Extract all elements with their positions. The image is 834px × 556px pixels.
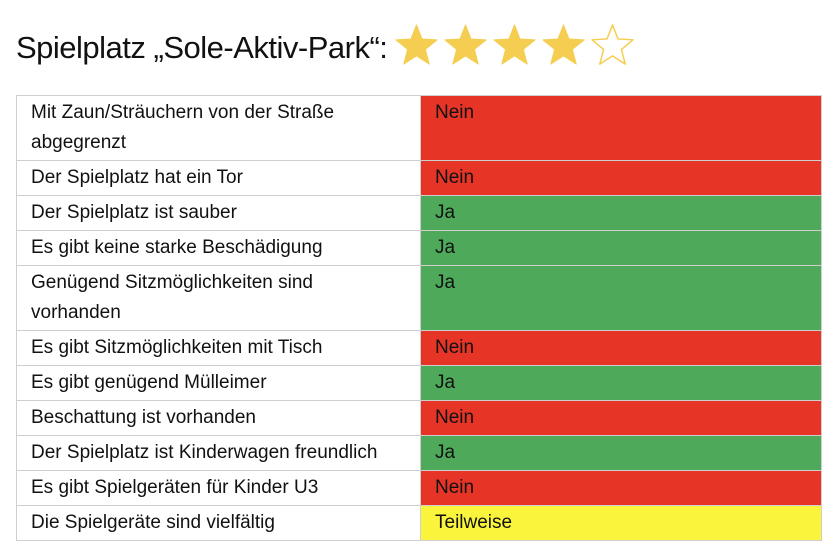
table-row: Mit Zaun/Sträuchern von der Straße abgeg… <box>16 95 822 161</box>
table-row: Es gibt genügend Mülleimer Ja <box>16 365 822 401</box>
star-filled-icon <box>491 22 540 74</box>
table-row: Der Spielplatz hat ein Tor Nein <box>16 160 822 196</box>
question-cell: Beschattung ist vorhanden <box>16 400 421 436</box>
table-row: Der Spielplatz ist Kinderwagen freundlic… <box>16 435 822 471</box>
answer-cell: Teilweise <box>420 505 822 541</box>
question-cell: Es gibt genügend Mülleimer <box>16 365 421 401</box>
table-row: Der Spielplatz ist sauber Ja <box>16 195 822 231</box>
question-cell: Der Spielplatz ist sauber <box>16 195 421 231</box>
question-cell: Es gibt keine starke Beschädigung <box>16 230 421 266</box>
star-empty-icon <box>589 22 638 74</box>
question-cell: Der Spielplatz hat ein Tor <box>16 160 421 196</box>
table-row: Es gibt Spielgeräten für Kinder U3 Nein <box>16 470 822 506</box>
table-row: Genügend Sitzmöglichkeiten sind vorhande… <box>16 265 822 331</box>
table-row: Beschattung ist vorhanden Nein <box>16 400 822 436</box>
answer-cell: Nein <box>420 160 822 196</box>
answer-cell: Nein <box>420 95 822 161</box>
answer-cell: Ja <box>420 435 822 471</box>
star-filled-icon <box>540 22 589 74</box>
answer-cell: Nein <box>420 470 822 506</box>
answer-cell: Ja <box>420 365 822 401</box>
question-cell: Genügend Sitzmöglichkeiten sind vorhande… <box>16 265 421 331</box>
star-filled-icon <box>393 22 442 74</box>
answer-cell: Ja <box>420 265 822 331</box>
question-cell: Der Spielplatz ist Kinderwagen freundlic… <box>16 435 421 471</box>
star-rating <box>393 22 638 74</box>
question-cell: Mit Zaun/Sträuchern von der Straße abgeg… <box>16 95 421 161</box>
answer-cell: Ja <box>420 195 822 231</box>
question-cell: Die Spielgeräte sind vielfältig <box>16 505 421 541</box>
star-filled-icon <box>442 22 491 74</box>
answer-cell: Nein <box>420 400 822 436</box>
question-cell: Es gibt Spielgeräten für Kinder U3 <box>16 470 421 506</box>
checklist-table: Mit Zaun/Sträuchern von der Straße abgeg… <box>16 95 822 541</box>
table-row: Die Spielgeräte sind vielfältig Teilweise <box>16 505 822 541</box>
table-row: Es gibt Sitzmöglichkeiten mit Tisch Nein <box>16 330 822 366</box>
table-row: Es gibt keine starke Beschädigung Ja <box>16 230 822 266</box>
answer-cell: Ja <box>420 230 822 266</box>
answer-cell: Nein <box>420 330 822 366</box>
question-cell: Es gibt Sitzmöglichkeiten mit Tisch <box>16 330 421 366</box>
page-title: Spielplatz „Sole-Aktiv-Park“: <box>16 30 388 65</box>
header: Spielplatz „Sole-Aktiv-Park“: <box>16 22 638 74</box>
